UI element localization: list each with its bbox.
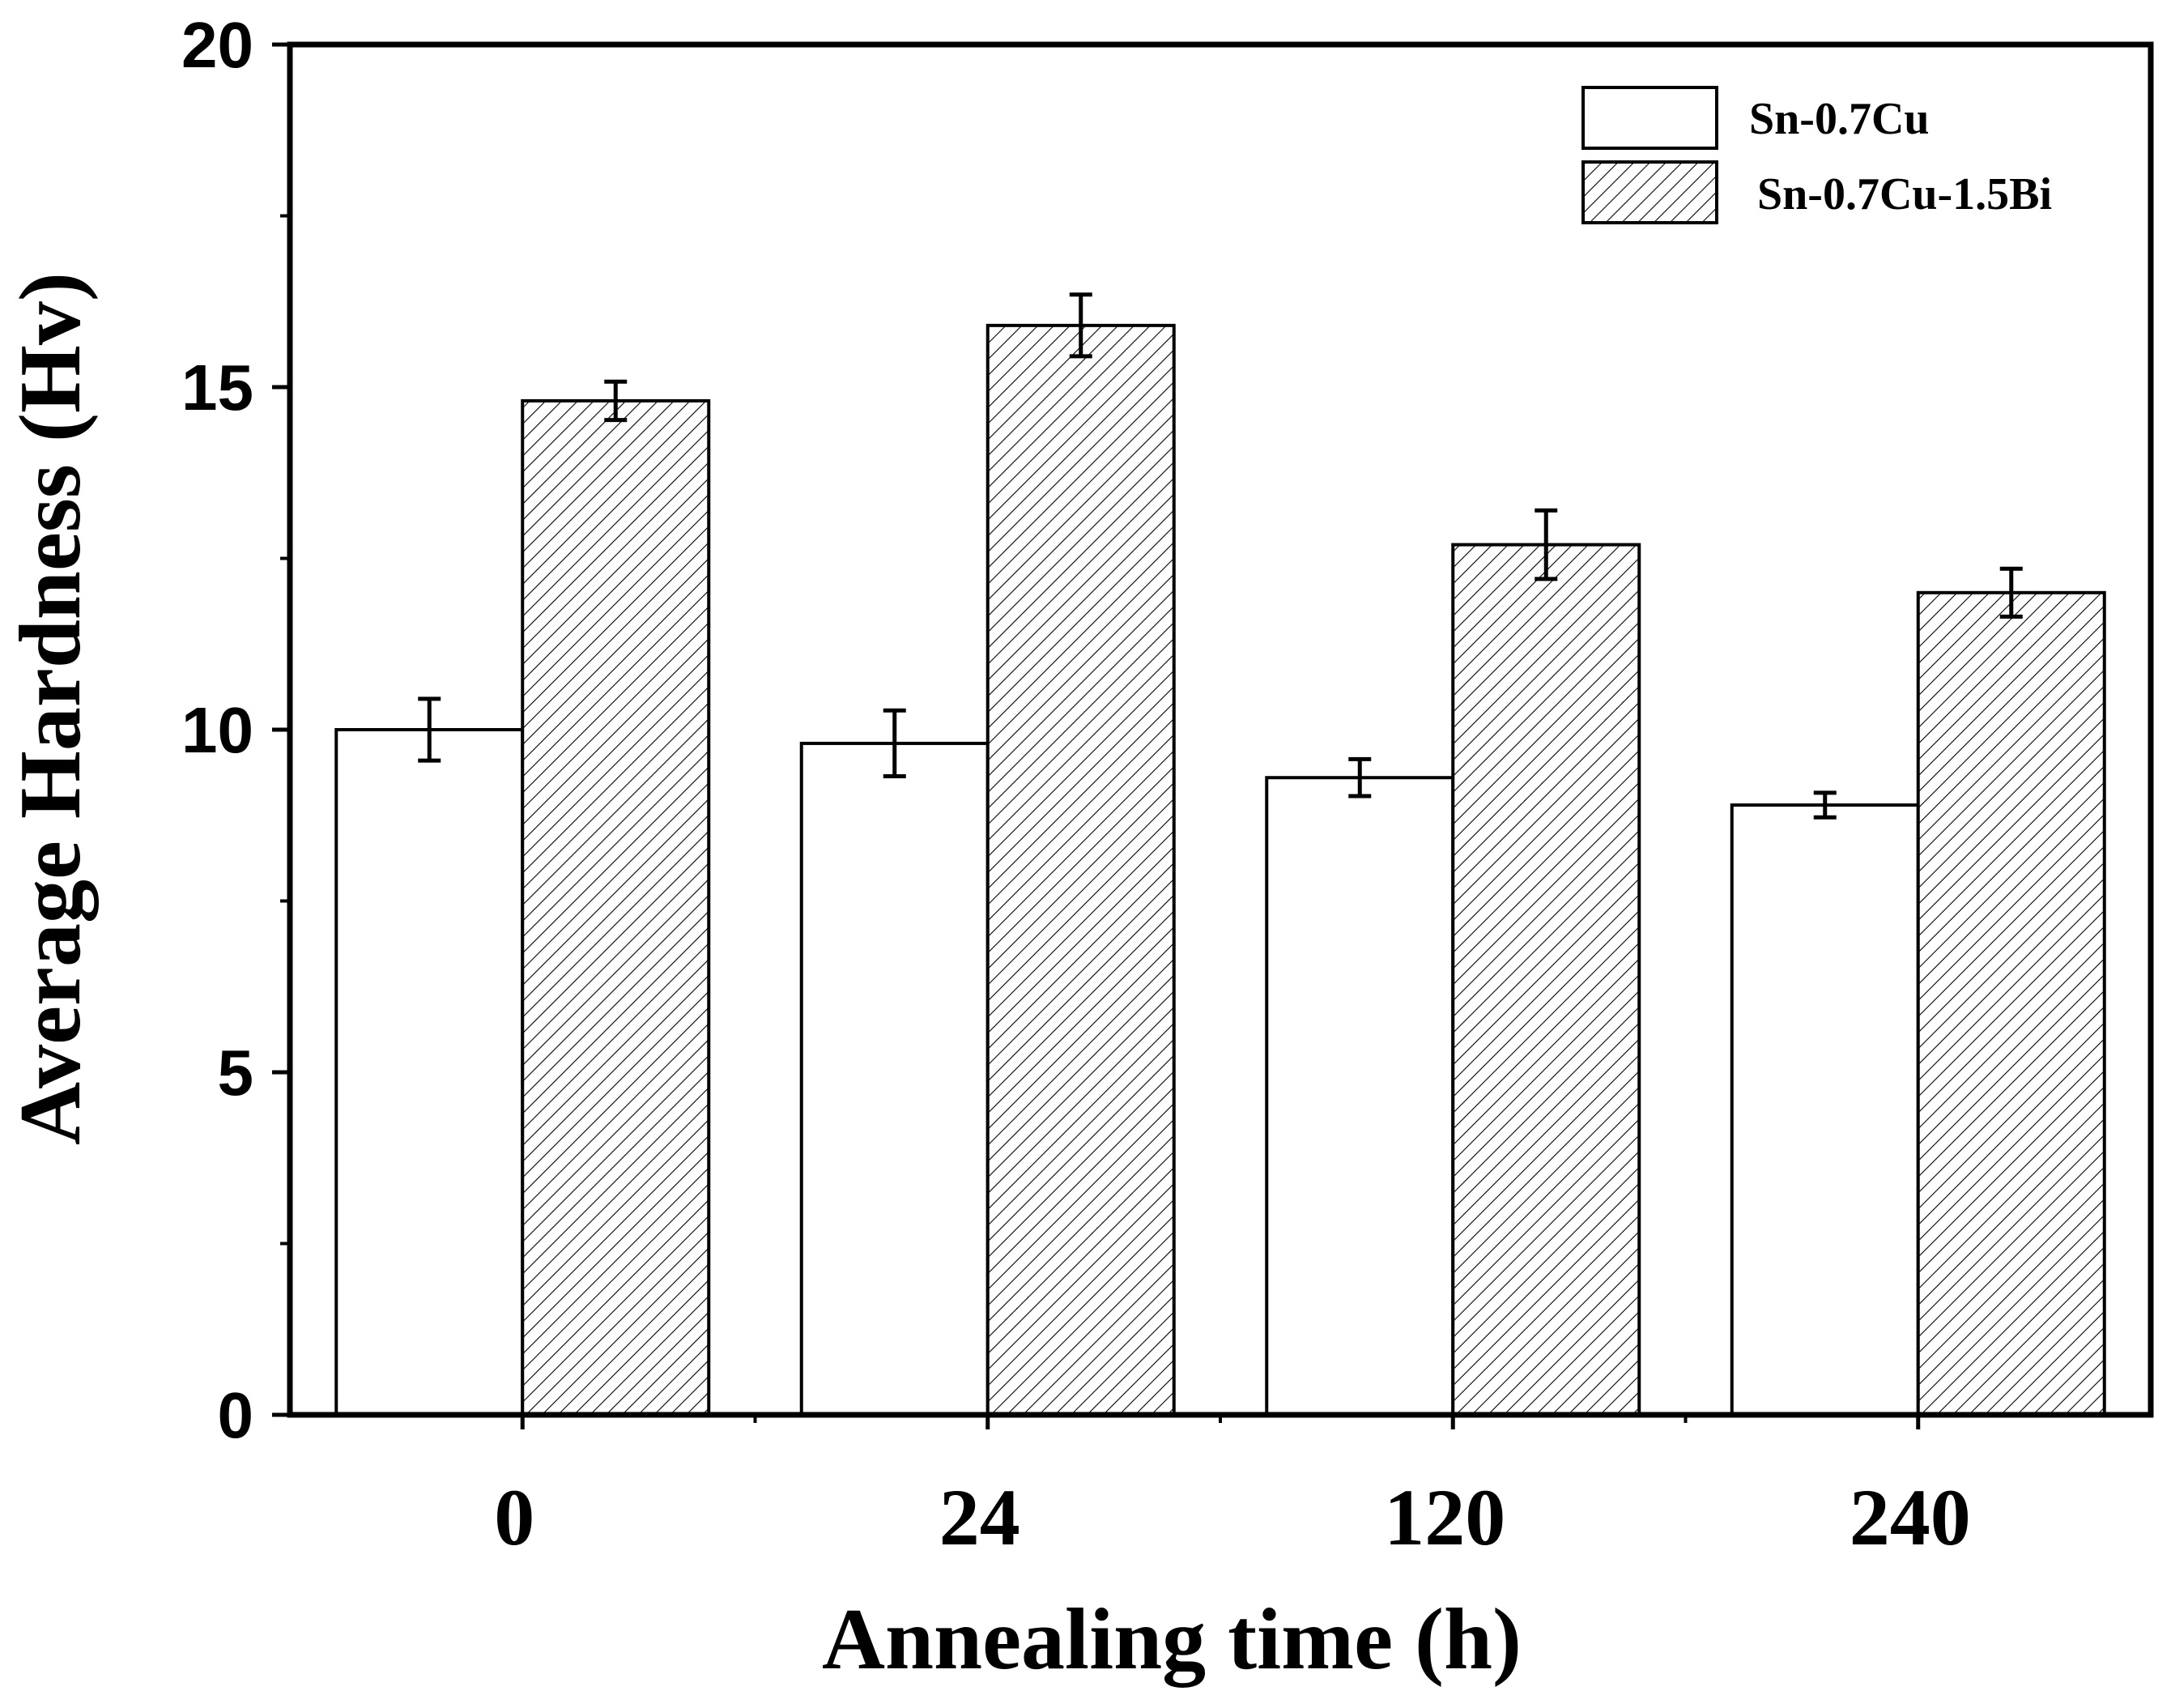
legend-label-sn-0-7cu: Sn-0.7Cu — [1749, 94, 1930, 144]
x-tick-label-240: 240 — [1850, 1472, 1971, 1562]
error-bar-sn-0-7cu-1-5bi-24h — [1069, 292, 1092, 359]
y-tick-label-0: 0 — [218, 1379, 254, 1451]
error-bar-sn-0-7cu-120h — [1348, 756, 1372, 799]
y-tick-label-20: 20 — [181, 9, 253, 81]
legend-swatch-sn-0-7cu — [1581, 86, 1718, 150]
error-bar-sn-0-7cu-1-5bi-0h — [604, 379, 628, 423]
error-bar-sn-0-7cu-1-5bi-120h — [1535, 508, 1558, 581]
error-bar-sn-0-7cu-240h — [1813, 790, 1837, 820]
x-axis-ticks: 0 24 120 240 — [494, 1415, 1971, 1562]
y-tick-label-15: 15 — [181, 351, 253, 424]
y-tick-label-10: 10 — [181, 694, 253, 766]
y-axis-title: Average Hardness (Hv) — [2, 272, 99, 1145]
bar-sn-0-7cu-24h — [799, 741, 990, 1416]
bars-layer — [334, 323, 2106, 1417]
x-tick-label-120: 120 — [1384, 1472, 1505, 1562]
legend-swatch-sn-0-7cu-1-5bi — [1581, 160, 1718, 224]
legend-label-sn-0-7cu-1-5bi: Sn-0.7Cu-1.5Bi — [1757, 169, 2052, 219]
bar-sn-0-7cu-0h — [334, 728, 525, 1416]
bar-sn-0-7cu-1-5bi-120h — [1451, 543, 1641, 1417]
error-bars-layer — [418, 292, 2023, 820]
y-tick-label-5: 5 — [218, 1037, 254, 1109]
bar-sn-0-7cu-120h — [1265, 776, 1455, 1416]
error-bar-sn-0-7cu-0h — [418, 696, 441, 763]
bar-sn-0-7cu-1-5bi-24h — [985, 323, 1176, 1416]
x-axis-title: Annealing time (h) — [822, 1591, 1522, 1688]
error-bar-sn-0-7cu-1-5bi-240h — [1999, 566, 2023, 619]
x-tick-label-24: 24 — [939, 1472, 1020, 1562]
bar-sn-0-7cu-1-5bi-0h — [521, 398, 711, 1416]
bar-sn-0-7cu-240h — [1730, 803, 1920, 1416]
error-bar-sn-0-7cu-24h — [883, 708, 906, 779]
y-axis-ticks: 0 5 10 15 20 — [181, 9, 290, 1451]
x-tick-label-0: 0 — [494, 1472, 534, 1562]
bar-sn-0-7cu-1-5bi-240h — [1916, 590, 2106, 1416]
legend: Sn-0.7Cu Sn-0.7Cu-1.5Bi — [1581, 86, 2052, 224]
